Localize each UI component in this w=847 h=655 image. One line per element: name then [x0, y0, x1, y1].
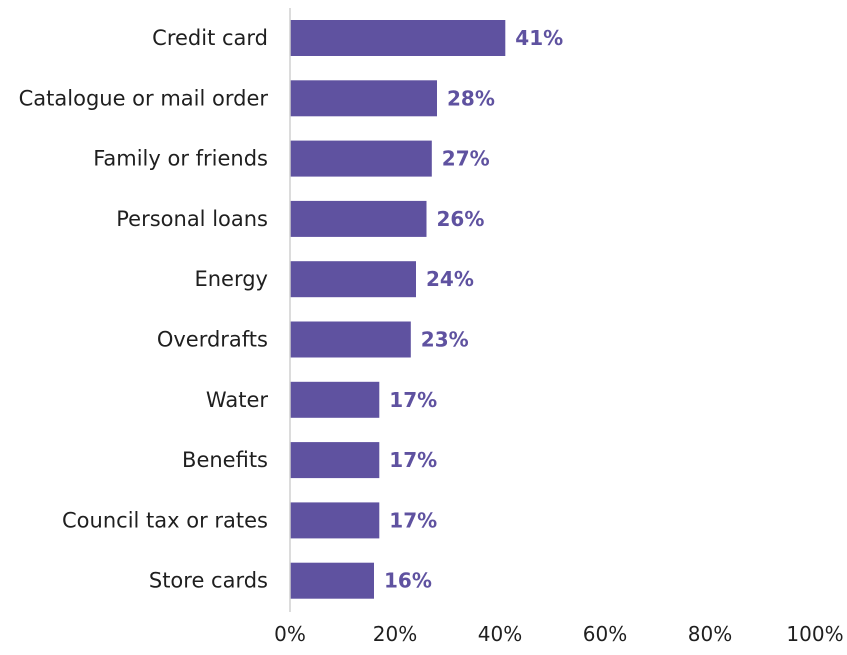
- bar-3: [290, 200, 427, 237]
- bar-7: [290, 442, 380, 479]
- category-label-0: Credit card: [152, 26, 268, 50]
- value-labels-group: 41% 28% 27% 26% 24% 23% 17% 17% 17% 16%: [384, 26, 563, 593]
- value-label-8: 17%: [389, 508, 437, 532]
- bar-5: [290, 321, 411, 358]
- x-tick-label-4: 80%: [688, 622, 732, 646]
- bar-4: [290, 261, 416, 298]
- category-labels-group: Credit card Catalogue or mail order Family…: [19, 26, 269, 593]
- bar-0: [290, 20, 506, 56]
- value-label-1: 28%: [447, 86, 495, 110]
- x-tick-label-3: 60%: [583, 622, 627, 646]
- bar-2: [290, 140, 432, 177]
- x-tick-label-5: 100%: [786, 622, 843, 646]
- bar-1: [290, 80, 437, 117]
- category-label-6: Water: [206, 388, 268, 412]
- value-label-3: 26%: [437, 207, 485, 231]
- value-label-5: 23%: [421, 328, 469, 352]
- value-label-2: 27%: [442, 147, 490, 171]
- category-label-1: Catalogue or mail order: [19, 86, 269, 110]
- value-label-9: 16%: [384, 569, 432, 593]
- bar-6: [290, 381, 380, 418]
- bar-9: [290, 562, 374, 599]
- value-label-4: 24%: [426, 267, 474, 291]
- category-label-2: Family or friends: [93, 147, 268, 171]
- category-label-4: Energy: [194, 267, 268, 291]
- x-tick-label-0: 0%: [274, 622, 306, 646]
- category-label-9: Store cards: [149, 569, 268, 593]
- value-label-0: 41%: [515, 26, 563, 50]
- x-tick-label-2: 40%: [478, 622, 522, 646]
- value-label-7: 17%: [389, 448, 437, 472]
- category-label-8: Council tax or rates: [62, 508, 268, 532]
- bar-8: [290, 502, 380, 539]
- x-tick-label-1: 20%: [373, 622, 417, 646]
- bars-group: [290, 20, 506, 599]
- category-label-5: Overdrafts: [157, 328, 268, 352]
- category-label-3: Personal loans: [116, 207, 268, 231]
- value-label-6: 17%: [389, 388, 437, 412]
- category-label-7: Benefits: [182, 448, 268, 472]
- x-axis-ticks-group: 0% 20% 40% 60% 80% 100%: [274, 622, 843, 646]
